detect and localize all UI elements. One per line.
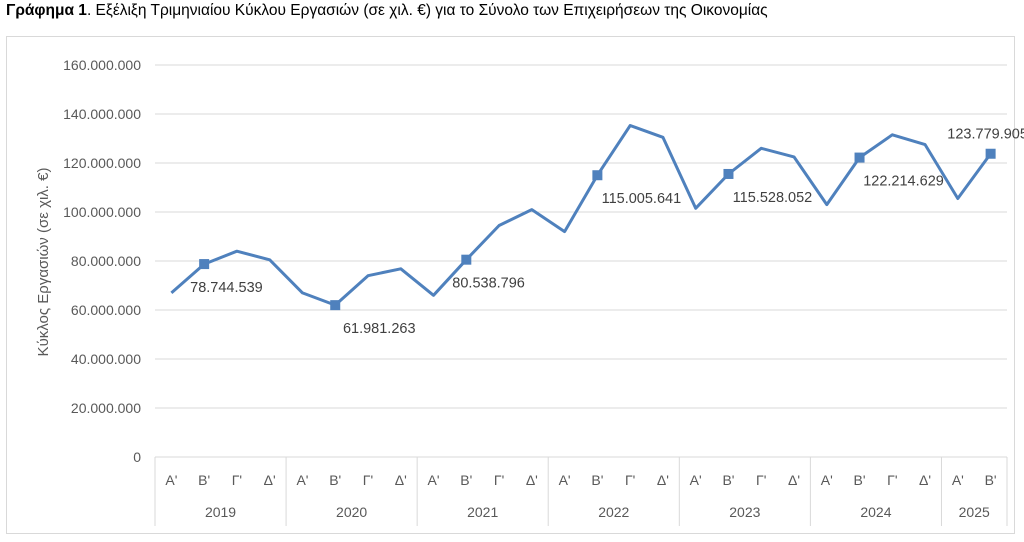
x-tick-year: 2024 [860,504,891,520]
x-tick-quarter: Δ' [264,472,276,488]
data-label: 115.005.641 [602,191,682,207]
gridlines [155,64,1007,458]
series-line [170,124,996,311]
x-axis: Α' Β' Γ' Δ' 2019 Α' Β' Γ' Δ' 2020 Α' Β' Γ' Δ' 2021 Α' Β'… [154,456,1008,526]
data-label: 80.538.796 [452,276,525,292]
x-tick-quarter: Δ' [919,472,931,488]
x-tick-quarter: Α' [165,472,177,488]
x-tick-quarter: Γ' [363,472,373,488]
data-label: 78.744.539 [190,280,263,296]
chart-frame [6,36,1015,534]
x-tick-quarter: Β' [460,472,472,488]
data-marker [854,152,865,163]
data-marker [330,300,341,311]
x-tick-year: 2023 [729,504,760,520]
x-tick-quarter: Β' [722,472,734,488]
y-axis-ticks: 0 20.000.000 40.000.000 60.000.000 80.000.00… [63,57,141,465]
x-tick-quarter: Α' [821,472,833,488]
chart-title: Γράφημα 1. Εξέλιξη Τριμηνιαίου Κύκλου Ερ… [6,2,768,20]
x-tick-quarter: Δ' [657,472,669,488]
x-tick-quarter: Α' [296,472,308,488]
data-label: 123.779.905 [947,127,1024,143]
x-tick-year: 2021 [467,504,498,520]
x-tick-quarter: Β' [329,472,341,488]
x-tick-quarter: Δ' [526,472,538,488]
x-tick-quarter: Γ' [756,472,766,488]
data-label: 115.528.052 [733,190,813,206]
y-tick-label: 160.000.000 [63,57,141,73]
x-tick-quarter: Α' [559,472,571,488]
x-tick-quarter: Α' [952,472,964,488]
x-tick-quarter: Γ' [625,472,635,488]
data-marker [199,259,210,270]
data-marker [985,148,996,159]
data-labels: 78.744.539 61.981.263 80.538.796 115.005.64… [190,127,1024,337]
x-tick-quarter: Β' [985,472,997,488]
x-tick-year: 2019 [205,504,236,520]
x-tick-quarter: Α' [428,472,440,488]
x-tick-year: 2022 [598,504,629,520]
data-marker [592,170,603,181]
y-tick-label: 100.000.000 [63,204,141,220]
chart-title-bold: Γράφημα 1 [6,2,87,19]
y-tick-label: 60.000.000 [71,302,141,318]
x-tick-quarter: Β' [854,472,866,488]
y-tick-label: 120.000.000 [63,155,141,171]
data-marker [461,254,472,265]
y-tick-label: 20.000.000 [71,400,141,416]
x-tick-quarter: Δ' [395,472,407,488]
x-tick-year: 2025 [959,504,990,520]
data-label: 122.214.629 [863,174,944,190]
y-axis-label: Κύκλος Εργασιών (σε χιλ. €) [35,168,52,357]
x-tick-quarter: Β' [591,472,603,488]
y-tick-label: 140.000.000 [63,106,141,122]
y-tick-label: 0 [133,449,141,465]
x-tick-year: 2020 [336,504,367,520]
x-tick-quarter: Α' [690,472,702,488]
x-tick-quarter: Γ' [494,472,504,488]
x-tick-quarter: Β' [198,472,210,488]
chart-title-rest: . Εξέλιξη Τριμηνιαίου Κύκλου Εργασιών (σ… [86,2,768,19]
data-marker [723,168,734,179]
data-label: 61.981.263 [343,321,416,337]
x-tick-quarter: Γ' [232,472,242,488]
x-tick-quarter: Δ' [788,472,800,488]
x-tick-quarter: Γ' [887,472,897,488]
y-tick-label: 40.000.000 [71,351,141,367]
series-polyline [170,124,992,307]
y-tick-label: 80.000.000 [71,253,141,269]
